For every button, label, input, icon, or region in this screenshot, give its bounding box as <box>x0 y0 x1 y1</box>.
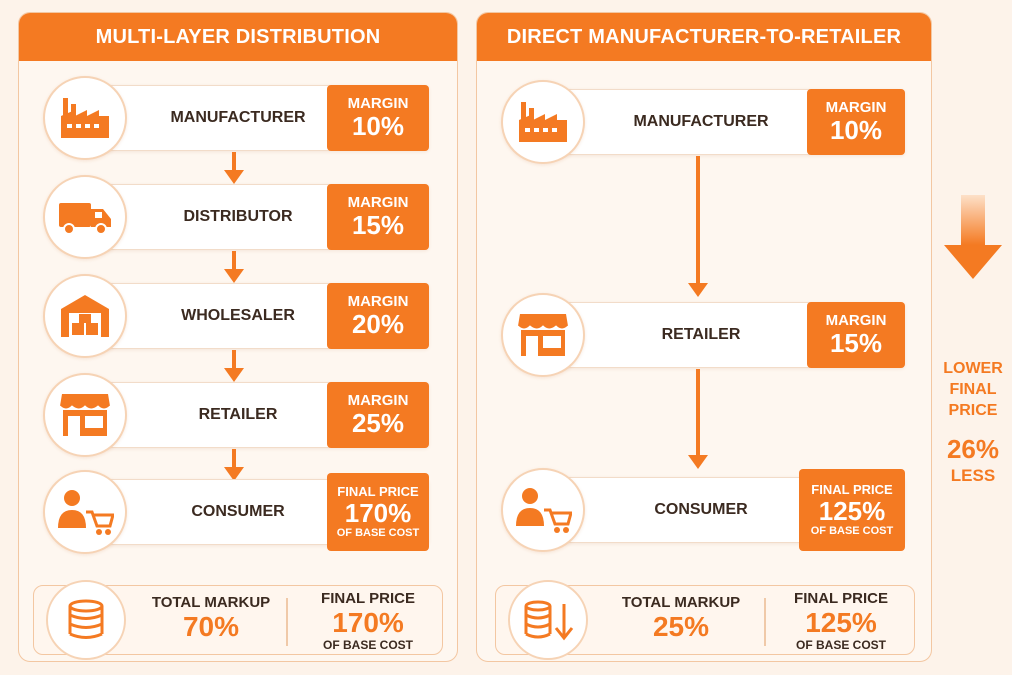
final-price-summary: FINAL PRICE 170% OF BASE COST <box>321 590 415 652</box>
stage-label: CONSUMER <box>654 501 748 518</box>
warehouse-icon <box>43 274 127 358</box>
savings-suffix: LESS <box>950 466 996 485</box>
factory-icon <box>501 80 585 164</box>
final-price-badge: FINAL PRICE 125% OF BASE COST <box>799 469 905 551</box>
storefront-icon <box>501 293 585 377</box>
stage-label: WHOLESALER <box>181 307 295 324</box>
stage-label: RETAILER <box>661 326 741 343</box>
final-price-badge: FINAL PRICE 170% OF BASE COST <box>327 473 429 551</box>
coin-stack-down-icon <box>508 580 588 660</box>
consumer-cart-icon <box>43 470 127 554</box>
margin-badge: MARGIN 25% <box>327 382 429 448</box>
margin-badge: MARGIN 15% <box>327 184 429 250</box>
savings-value: 26% <box>946 434 1000 464</box>
storefront-icon <box>43 373 127 457</box>
consumer-cart-icon <box>501 468 585 552</box>
delivery-truck-icon <box>43 175 127 259</box>
factory-icon <box>43 76 127 160</box>
coin-stack-icon <box>46 580 126 660</box>
flow-arrow <box>232 152 236 174</box>
left-stage-consumer: CONSUMER FINAL PRICE 170% OF BASE COST <box>43 470 429 554</box>
margin-badge: MARGIN 20% <box>327 283 429 349</box>
flow-arrow <box>696 156 700 286</box>
left-stage-manufacturer: MANUFACTURER MARGIN 10% <box>43 76 429 160</box>
right-stage-manufacturer: MANUFACTURER MARGIN 10% <box>501 80 905 164</box>
left-stage-wholesaler: WHOLESALER MARGIN 20% <box>43 274 429 358</box>
left-stage-retailer: RETAILER MARGIN 25% <box>43 373 429 457</box>
stage-label: CONSUMER <box>191 503 285 520</box>
total-markup: TOTAL MARKUP 70% <box>151 594 271 642</box>
lower-final-price-label: LOWER FINAL PRICE <box>943 360 1003 419</box>
right-summary: TOTAL MARKUP 25% FINAL PRICE 125% OF BAS… <box>495 580 915 660</box>
flow-arrow <box>232 449 236 471</box>
stage-label: MANUFACTURER <box>633 113 769 130</box>
lower-price-note <box>940 0 1006 675</box>
total-markup: TOTAL MARKUP 25% <box>621 594 741 642</box>
flow-arrow <box>232 350 236 372</box>
flow-arrow <box>696 369 700 459</box>
flow-arrow <box>232 251 236 273</box>
left-summary: TOTAL MARKUP 70% FINAL PRICE 170% OF BAS… <box>33 580 443 660</box>
direct-title: DIRECT MANUFACTURER-TO-RETAILER <box>477 13 931 61</box>
multi-layer-panel: MULTI-LAYER DISTRIBUTION MANUFACTURER MA… <box>18 12 458 662</box>
margin-badge: MARGIN 15% <box>807 302 905 368</box>
stage-label: RETAILER <box>198 406 278 423</box>
margin-badge: MARGIN 10% <box>327 85 429 151</box>
down-arrow-icon <box>961 195 985 245</box>
direct-panel: DIRECT MANUFACTURER-TO-RETAILER MANUFACT… <box>476 12 932 662</box>
multi-layer-title: MULTI-LAYER DISTRIBUTION <box>19 13 457 61</box>
stage-label: DISTRIBUTOR <box>183 208 293 225</box>
right-stage-retailer: RETAILER MARGIN 15% <box>501 293 905 377</box>
stage-label: MANUFACTURER <box>170 109 306 126</box>
left-stage-distributor: DISTRIBUTOR MARGIN 15% <box>43 175 429 259</box>
final-price-summary: FINAL PRICE 125% OF BASE COST <box>794 590 888 652</box>
right-stage-consumer: CONSUMER FINAL PRICE 125% OF BASE COST <box>501 468 905 552</box>
margin-badge: MARGIN 10% <box>807 89 905 155</box>
